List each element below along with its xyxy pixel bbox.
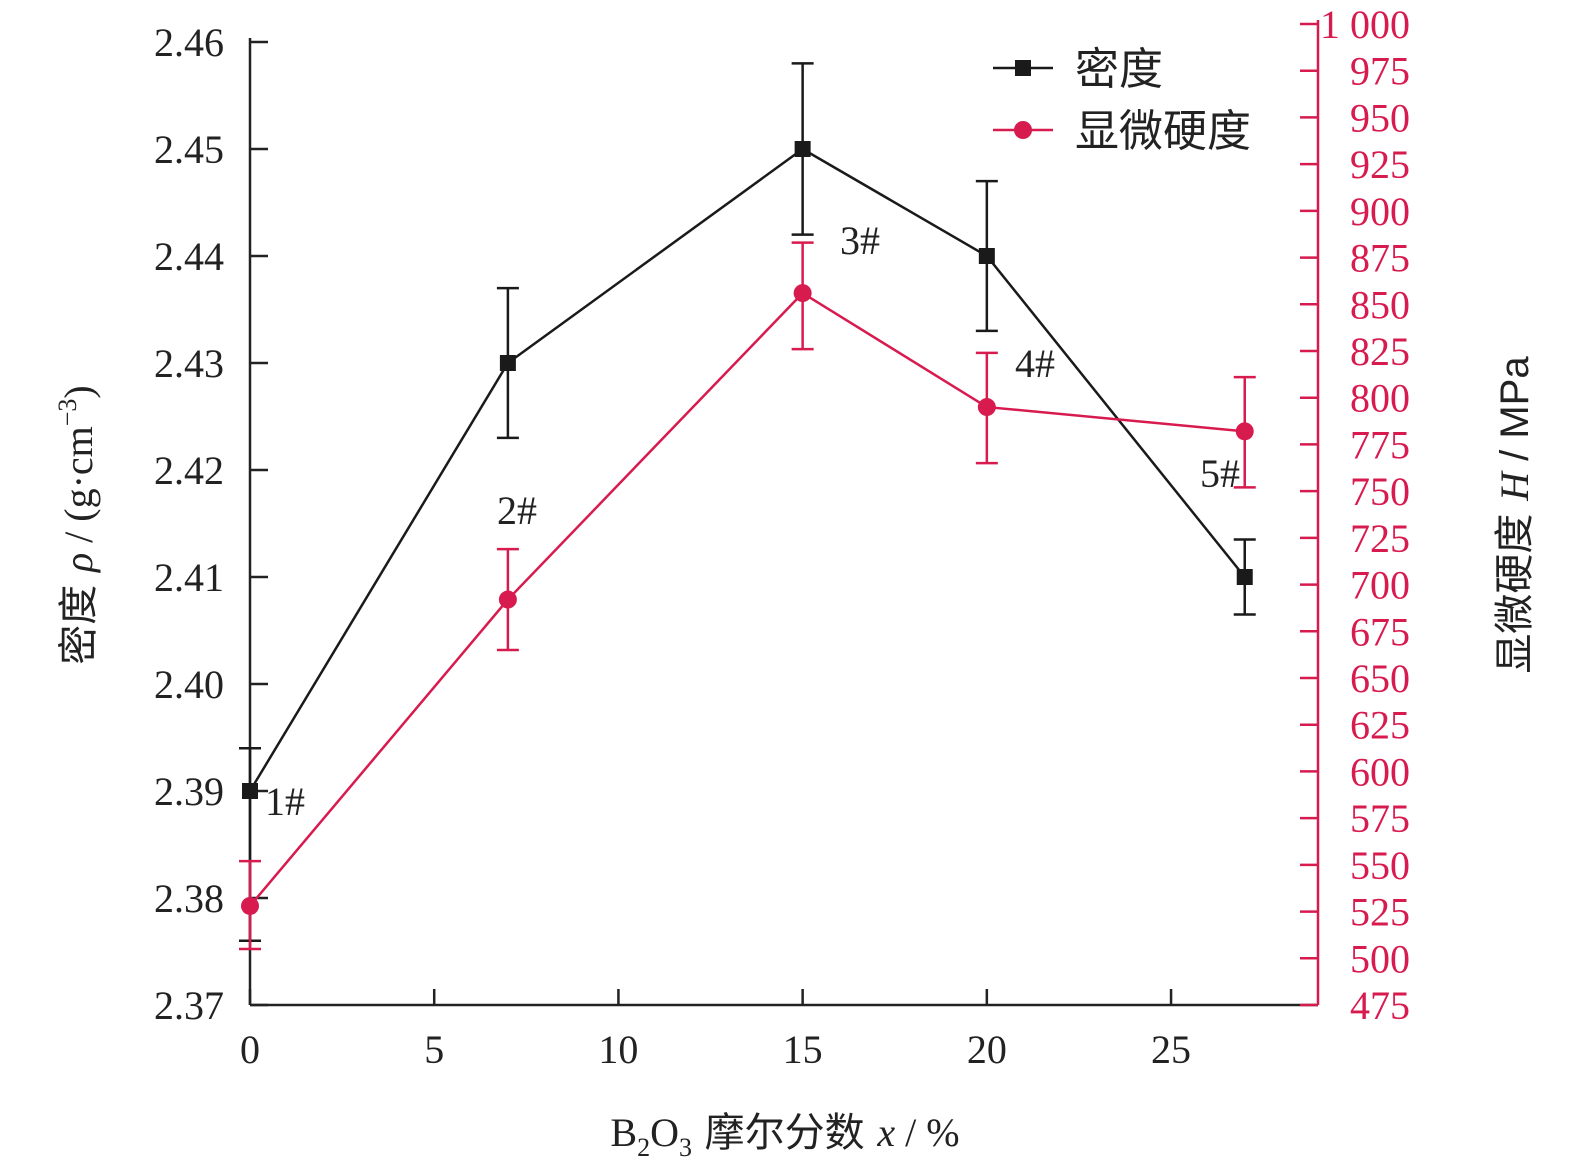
- right-y-axis-title-unit: / MPa: [1493, 356, 1537, 472]
- density-point: [242, 783, 258, 799]
- density-point: [1236, 569, 1253, 585]
- density-point: [978, 248, 995, 264]
- hardness-point: [498, 590, 517, 609]
- legend-density-marker: [1015, 60, 1031, 76]
- density-point: [794, 141, 811, 157]
- sample-label: 2#: [497, 488, 537, 533]
- x-tick-label: 15: [783, 1027, 823, 1072]
- x-axis-title-subscript: 2: [637, 1133, 650, 1162]
- left-y-axis-title-group: 密度 ρ / (g·cm−3): [53, 385, 102, 665]
- left-y-tick-label: 2.44: [154, 234, 224, 279]
- right-y-tick-label: 475: [1350, 983, 1410, 1028]
- left-y-axis-title-superscript: −3: [53, 399, 82, 427]
- right-y-tick-label: 500: [1350, 936, 1410, 981]
- right-y-tick-label: 550: [1350, 843, 1410, 888]
- right-y-tick-label: 975: [1350, 49, 1410, 94]
- left-y-axis-title-unit: / (g·cm: [56, 426, 101, 553]
- right-y-tick-label: 800: [1350, 376, 1410, 421]
- x-axis-title-part: O: [650, 1110, 679, 1155]
- legend-density-label: 密度: [1075, 44, 1163, 95]
- right-y-tick-label: 850: [1350, 282, 1410, 327]
- x-tick-label: 5: [424, 1027, 444, 1072]
- legend-hardness-label: 显微硬度: [1075, 106, 1251, 157]
- right-y-tick-label: 925: [1350, 142, 1410, 187]
- left-y-axis-title: 密度 ρ / (g·cm−3): [53, 385, 102, 665]
- right-y-tick-label: 875: [1350, 236, 1410, 281]
- density-series-line: [248, 147, 1246, 792]
- density-point: [499, 355, 516, 371]
- sample-label: 1#: [265, 779, 305, 824]
- right-y-axis-title: 显微硬度 H / MPa: [1492, 356, 1538, 674]
- left-y-tick-label: 2.38: [154, 876, 224, 921]
- hardness-point: [1235, 422, 1254, 441]
- right-y-tick-label: 825: [1350, 329, 1410, 374]
- left-y-axis-title-part: ): [56, 385, 101, 398]
- right-y-axis-title-group: 显微硬度 H / MPa: [1492, 356, 1538, 674]
- right-y-tick-label: 1 000: [1320, 2, 1410, 47]
- left-y-axis-title-variable: ρ: [56, 553, 101, 574]
- right-y-tick-label: 675: [1350, 609, 1410, 654]
- hardness-point: [793, 284, 812, 303]
- left-y-tick-label: 2.43: [154, 341, 224, 386]
- right-y-tick-label: 725: [1350, 516, 1410, 561]
- left-y-tick-label: 2.41: [154, 555, 224, 600]
- right-y-tick-label: 525: [1350, 890, 1410, 935]
- x-tick-label: 10: [598, 1027, 638, 1072]
- x-axis-title-part: 摩尔分数: [692, 1110, 877, 1156]
- right-y-tick-label: 650: [1350, 656, 1410, 701]
- x-tick-label: 25: [1151, 1027, 1191, 1072]
- legend-hardness-marker: [1014, 121, 1032, 139]
- right-y-tick-label: 575: [1350, 796, 1410, 841]
- x-axis-title-subscript: 3: [679, 1133, 692, 1162]
- x-axis-title-unit: / %: [895, 1110, 959, 1155]
- right-y-axis-title-part: 显微硬度: [1492, 501, 1538, 674]
- right-y-tick-label: 950: [1350, 95, 1410, 140]
- right-y-tick-label: 600: [1350, 749, 1410, 794]
- right-y-tick-label: 750: [1350, 469, 1410, 514]
- left-y-tick-label: 2.42: [154, 448, 224, 493]
- x-tick-label: 20: [967, 1027, 1007, 1072]
- x-axis-title-variable: x: [876, 1110, 895, 1155]
- left-y-axis-title-part: 密度: [56, 572, 102, 665]
- x-tick-label: 0: [240, 1027, 260, 1072]
- left-y-tick-label: 2.45: [154, 127, 224, 172]
- right-y-tick-label: 900: [1350, 189, 1410, 234]
- left-y-tick-label: 2.39: [154, 769, 224, 814]
- right-y-tick-label: 775: [1350, 422, 1410, 467]
- sample-label: 4#: [1015, 341, 1055, 386]
- sample-label: 3#: [840, 218, 880, 263]
- left-y-tick-label: 2.40: [154, 662, 224, 707]
- right-y-tick-label: 700: [1350, 563, 1410, 608]
- right-y-axis-title-variable: H: [1492, 470, 1537, 502]
- hardness-series-line: [249, 291, 1245, 907]
- left-y-tick-label: 2.46: [154, 20, 224, 65]
- x-axis-title: B2O3 摩尔分数 x / %: [610, 1110, 959, 1162]
- hardness-point: [241, 896, 259, 915]
- sample-label: 5#: [1200, 451, 1240, 496]
- hardness-point: [977, 398, 996, 417]
- x-axis-title-part: B: [610, 1110, 637, 1155]
- right-y-tick-label: 625: [1350, 703, 1410, 748]
- left-y-tick-label: 2.37: [154, 983, 224, 1028]
